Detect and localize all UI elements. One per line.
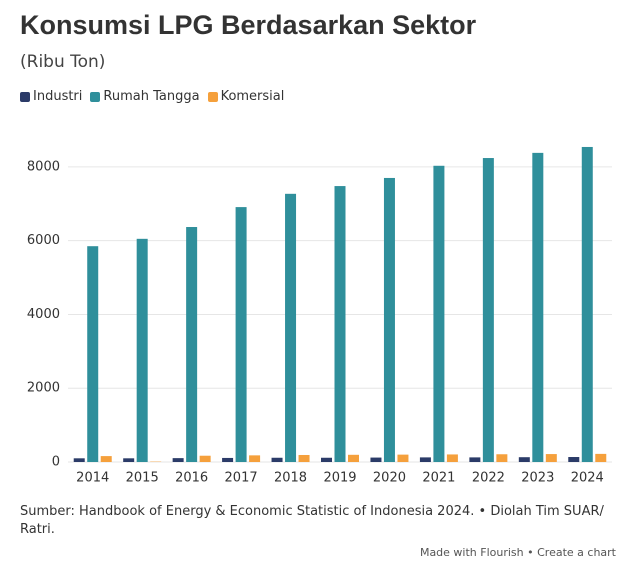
legend-swatch	[20, 91, 30, 102]
y-tick-label: 4000	[27, 307, 60, 322]
bar	[518, 457, 530, 462]
bar	[419, 457, 431, 462]
x-tick-label: 2020	[373, 471, 406, 486]
bar	[446, 454, 458, 462]
bar	[271, 457, 283, 462]
legend-swatch	[207, 91, 218, 102]
bar	[469, 457, 481, 462]
bar	[73, 458, 85, 462]
bar	[186, 227, 198, 462]
x-tick-label: 2024	[571, 471, 604, 486]
bar	[568, 457, 580, 462]
bar	[532, 152, 544, 463]
bar	[222, 457, 234, 462]
bar	[383, 177, 395, 462]
bar	[249, 455, 261, 462]
bar	[100, 456, 112, 462]
bar	[235, 207, 247, 462]
x-tick-label: 2018	[274, 471, 307, 486]
bar	[348, 454, 359, 462]
x-tick-label: 2022	[472, 471, 505, 486]
bar	[581, 146, 593, 463]
legend-label: Rumah Tangga	[103, 89, 200, 104]
bar	[397, 454, 409, 462]
bar	[136, 238, 148, 462]
legend-swatch	[90, 91, 101, 102]
bar	[285, 193, 297, 462]
legend-item[interactable]: Rumah Tangga	[90, 89, 200, 104]
x-tick-label: 2014	[76, 471, 109, 486]
credit[interactable]: Made with Flourish • Create a chart	[419, 546, 616, 559]
legend-item[interactable]: Komersial	[207, 89, 285, 104]
x-tick-label: 2019	[323, 471, 356, 486]
bar	[433, 165, 445, 462]
y-tick-label: 6000	[27, 233, 60, 248]
source-note: Sumber: Handbook of Energy & Economic St…	[20, 504, 604, 537]
bar	[334, 186, 346, 462]
legend-label: Komersial	[220, 89, 285, 104]
x-tick-label: 2017	[225, 471, 258, 486]
bar	[321, 457, 332, 462]
y-tick-label: 0	[52, 455, 60, 470]
x-tick-label: 2016	[175, 471, 208, 486]
chart-title: Konsumsi LPG Berdasarkan Sektor	[20, 10, 477, 40]
y-tick-label: 8000	[27, 159, 60, 174]
bar	[496, 454, 508, 462]
bar	[298, 454, 310, 462]
x-tick-label: 2015	[126, 471, 159, 486]
bar	[482, 158, 494, 462]
legend-label: Industri	[33, 89, 83, 104]
legend-item[interactable]: Industri	[20, 89, 82, 104]
x-tick-label: 2023	[521, 471, 554, 486]
bar	[370, 457, 382, 462]
x-tick-label: 2021	[422, 471, 455, 486]
bar	[545, 454, 557, 462]
bar	[87, 246, 99, 462]
bar	[123, 458, 135, 462]
bar	[595, 453, 607, 462]
y-tick-label: 2000	[27, 381, 60, 396]
bar	[199, 455, 211, 462]
chart: 0 2000 4000 6000 8000 2014 2015 2016 2017 2018 201…	[27, 146, 612, 486]
legend: Industri Rumah Tangga Komersial	[20, 89, 284, 104]
chart-subtitle: (Ribu Ton)	[20, 52, 106, 72]
bar	[172, 458, 184, 462]
